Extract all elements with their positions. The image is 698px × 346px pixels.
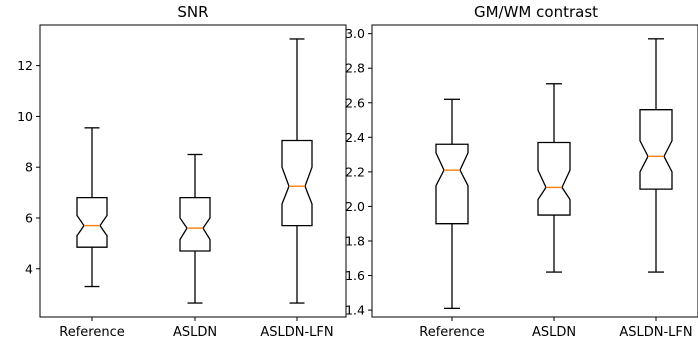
- y-tick-label: 1.6: [345, 268, 365, 283]
- axes-frame: [39, 24, 347, 318]
- y-tick-label: 8: [25, 160, 33, 175]
- box-notched: [179, 197, 211, 252]
- y-tick-label: 6: [25, 210, 33, 225]
- contrast-panel: GM/WM contrast 1.4 1.6 1.8 2.0 2.2 2.4 2.6 2.8 3…: [345, 3, 698, 340]
- y-tick-label: 12: [17, 58, 33, 73]
- y-tick-label: 10: [17, 109, 33, 124]
- y-tick-label: 3.0: [345, 26, 365, 41]
- box-notched: [76, 197, 108, 248]
- chart-title: SNR: [177, 3, 208, 21]
- x-tick-label: ASLDN-LFN: [619, 325, 692, 340]
- y-tick-label: 4: [25, 261, 33, 276]
- y-tick-label: 1.4: [345, 303, 365, 318]
- axes-frame: [371, 24, 698, 318]
- x-tick-label: Reference: [419, 325, 484, 340]
- chart-title: GM/WM contrast: [474, 3, 598, 21]
- x-tick-label: ASLDN: [532, 325, 576, 340]
- y-tick-label: 2.4: [345, 130, 365, 145]
- x-tick-label: Reference: [59, 325, 124, 340]
- x-tick-label: ASLDN: [173, 325, 217, 340]
- snr-panel: SNR 4 6 8 10 12 Reference ASLDN ASLDN-LFN: [17, 3, 347, 340]
- box-notched: [639, 109, 673, 190]
- y-tick-label: 2.6: [345, 95, 365, 110]
- box-notched: [281, 139, 313, 227]
- x-tick-label: ASLDN-LFN: [260, 325, 333, 340]
- y-tick-label: 1.8: [345, 233, 365, 248]
- y-tick-label: 2.2: [345, 164, 365, 179]
- box-notched: [537, 141, 571, 216]
- box-notched: [435, 143, 469, 225]
- y-tick-label: 2.8: [345, 61, 365, 76]
- y-tick-label: 2.0: [345, 199, 365, 214]
